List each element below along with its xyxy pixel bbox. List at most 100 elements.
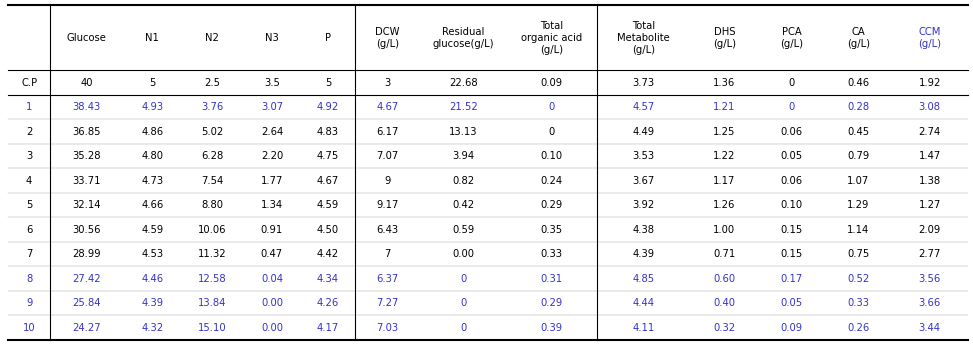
Text: N1: N1 bbox=[145, 33, 160, 43]
Text: 4.44: 4.44 bbox=[632, 298, 655, 308]
Text: 1.47: 1.47 bbox=[919, 151, 941, 161]
Text: 0: 0 bbox=[788, 102, 795, 112]
Text: 1.38: 1.38 bbox=[919, 176, 941, 186]
Text: 8.80: 8.80 bbox=[201, 200, 223, 210]
Text: 2.5: 2.5 bbox=[204, 78, 220, 88]
Text: 8: 8 bbox=[26, 274, 32, 284]
Text: 4.53: 4.53 bbox=[141, 249, 163, 259]
Text: 22.68: 22.68 bbox=[450, 78, 478, 88]
Text: 0.91: 0.91 bbox=[261, 225, 283, 235]
Text: 6.17: 6.17 bbox=[377, 127, 399, 137]
Text: 4.59: 4.59 bbox=[317, 200, 339, 210]
Text: 0.29: 0.29 bbox=[540, 200, 562, 210]
Text: 4.34: 4.34 bbox=[317, 274, 339, 284]
Text: 32.14: 32.14 bbox=[73, 200, 101, 210]
Text: 4.73: 4.73 bbox=[141, 176, 163, 186]
Text: 6: 6 bbox=[26, 225, 32, 235]
Text: 4.66: 4.66 bbox=[141, 200, 163, 210]
Text: 0.15: 0.15 bbox=[780, 225, 803, 235]
Text: C.P: C.P bbox=[21, 78, 37, 88]
Text: N2: N2 bbox=[205, 33, 219, 43]
Text: 2.20: 2.20 bbox=[261, 151, 283, 161]
Text: 4.67: 4.67 bbox=[377, 102, 399, 112]
Text: 10: 10 bbox=[22, 323, 35, 333]
Text: 0: 0 bbox=[788, 78, 795, 88]
Text: 0.10: 0.10 bbox=[780, 200, 803, 210]
Text: 3.5: 3.5 bbox=[264, 78, 280, 88]
Text: 12.58: 12.58 bbox=[198, 274, 227, 284]
Text: 13.84: 13.84 bbox=[198, 298, 227, 308]
Text: Glucose: Glucose bbox=[67, 33, 107, 43]
Text: 0.82: 0.82 bbox=[452, 176, 475, 186]
Text: 3.56: 3.56 bbox=[919, 274, 941, 284]
Text: 3.44: 3.44 bbox=[919, 323, 941, 333]
Text: 4.67: 4.67 bbox=[317, 176, 339, 186]
Text: 4.46: 4.46 bbox=[141, 274, 163, 284]
Text: 7.27: 7.27 bbox=[377, 298, 399, 308]
Text: 0.00: 0.00 bbox=[261, 298, 283, 308]
Text: 7: 7 bbox=[384, 249, 391, 259]
Text: 4.11: 4.11 bbox=[632, 323, 655, 333]
Text: 3.53: 3.53 bbox=[632, 151, 655, 161]
Text: 4.50: 4.50 bbox=[317, 225, 339, 235]
Text: 0: 0 bbox=[549, 102, 555, 112]
Text: 0.09: 0.09 bbox=[540, 78, 562, 88]
Text: 30.56: 30.56 bbox=[73, 225, 101, 235]
Text: 6.43: 6.43 bbox=[377, 225, 399, 235]
Text: 0.28: 0.28 bbox=[847, 102, 869, 112]
Text: 15.10: 15.10 bbox=[198, 323, 227, 333]
Text: 4.93: 4.93 bbox=[141, 102, 163, 112]
Text: 3.92: 3.92 bbox=[632, 200, 655, 210]
Text: 1.36: 1.36 bbox=[713, 78, 736, 88]
Text: 1.22: 1.22 bbox=[713, 151, 736, 161]
Text: 0.33: 0.33 bbox=[847, 298, 869, 308]
Text: 0.42: 0.42 bbox=[452, 200, 475, 210]
Text: 2.64: 2.64 bbox=[261, 127, 283, 137]
Text: 0.06: 0.06 bbox=[780, 176, 803, 186]
Text: 3.07: 3.07 bbox=[261, 102, 283, 112]
Text: 2.09: 2.09 bbox=[919, 225, 941, 235]
Text: 13.13: 13.13 bbox=[450, 127, 478, 137]
Text: 0.04: 0.04 bbox=[261, 274, 283, 284]
Text: 3: 3 bbox=[384, 78, 391, 88]
Text: 0.33: 0.33 bbox=[540, 249, 562, 259]
Text: 4.39: 4.39 bbox=[632, 249, 655, 259]
Text: 1.26: 1.26 bbox=[713, 200, 736, 210]
Text: 1.34: 1.34 bbox=[261, 200, 283, 210]
Text: 4.80: 4.80 bbox=[141, 151, 163, 161]
Text: 4.17: 4.17 bbox=[317, 323, 339, 333]
Text: 24.27: 24.27 bbox=[72, 323, 101, 333]
Text: 1.07: 1.07 bbox=[847, 176, 869, 186]
Text: 36.85: 36.85 bbox=[73, 127, 101, 137]
Text: 0.17: 0.17 bbox=[780, 274, 803, 284]
Text: 0: 0 bbox=[460, 323, 466, 333]
Text: 6.37: 6.37 bbox=[377, 274, 399, 284]
Text: 7.54: 7.54 bbox=[201, 176, 223, 186]
Text: 1.14: 1.14 bbox=[847, 225, 869, 235]
Text: 35.28: 35.28 bbox=[73, 151, 101, 161]
Text: P: P bbox=[325, 33, 331, 43]
Text: 0.15: 0.15 bbox=[780, 249, 803, 259]
Text: 4.86: 4.86 bbox=[141, 127, 163, 137]
Text: 0.79: 0.79 bbox=[847, 151, 869, 161]
Text: 7: 7 bbox=[26, 249, 32, 259]
Text: 0: 0 bbox=[460, 298, 466, 308]
Text: 0: 0 bbox=[460, 274, 466, 284]
Text: 5: 5 bbox=[26, 200, 32, 210]
Text: 0.35: 0.35 bbox=[540, 225, 562, 235]
Text: 0.59: 0.59 bbox=[452, 225, 475, 235]
Text: 9: 9 bbox=[26, 298, 32, 308]
Text: 25.84: 25.84 bbox=[73, 298, 101, 308]
Text: 0.47: 0.47 bbox=[261, 249, 283, 259]
Text: 4: 4 bbox=[26, 176, 32, 186]
Text: 0.46: 0.46 bbox=[847, 78, 869, 88]
Text: 0.39: 0.39 bbox=[540, 323, 562, 333]
Text: 3.73: 3.73 bbox=[632, 78, 655, 88]
Text: Total
Metabolite
(g/L): Total Metabolite (g/L) bbox=[618, 21, 670, 55]
Text: 4.85: 4.85 bbox=[632, 274, 655, 284]
Text: 0.05: 0.05 bbox=[780, 151, 803, 161]
Text: Total
organic acid
(g/L): Total organic acid (g/L) bbox=[521, 21, 582, 55]
Text: 0.00: 0.00 bbox=[261, 323, 283, 333]
Text: 5: 5 bbox=[149, 78, 156, 88]
Text: 33.71: 33.71 bbox=[73, 176, 101, 186]
